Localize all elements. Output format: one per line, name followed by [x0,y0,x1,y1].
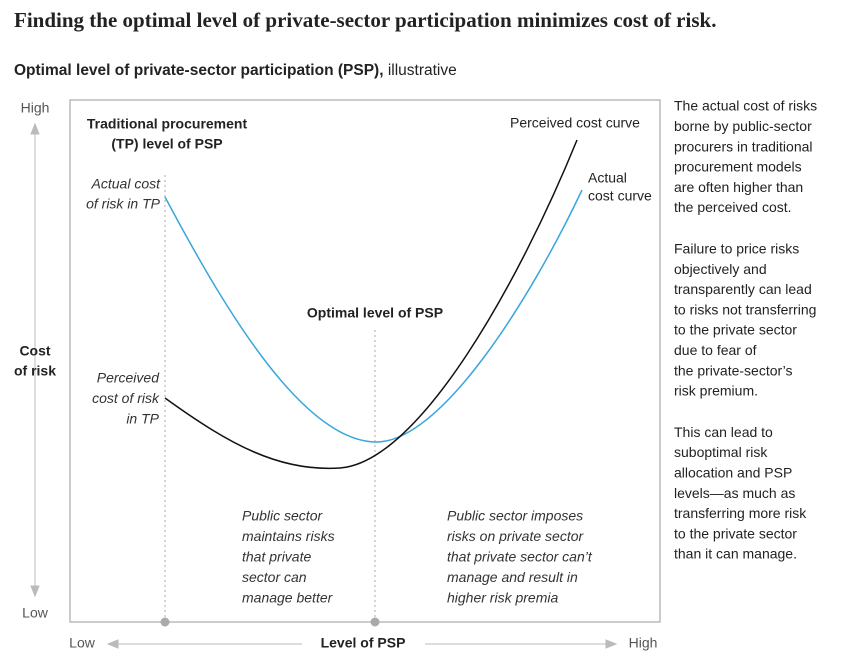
side-note: objectively and [674,261,767,277]
right-zone-note: higher risk premia [447,590,558,606]
left-zone-note: that private [242,549,311,565]
perceived-tp-label: Perceived [97,370,160,386]
y-label: Cost [19,343,50,359]
y-label: of risk [14,363,56,379]
left-zone-note: maintains risks [242,528,335,544]
perceived-tp-label: cost of risk [92,390,160,406]
actual-curve-label: Actual [588,170,627,186]
actual-curve [164,189,583,443]
tp-level-label: Traditional procurement [87,116,248,132]
perceived-curve [164,139,578,470]
side-note: procurers in traditional [674,138,813,154]
left-zone-note: Public sector [242,508,323,524]
side-note: suboptimal risk [674,444,768,460]
side-note: the private-sector’s [674,362,793,378]
tp-level-label: (TP) level of PSP [111,136,222,152]
subtitle: Optimal level of private-sector particip… [14,62,457,79]
x-high: High [629,635,658,651]
actual-tp-label: Actual cost [91,176,162,192]
actual-curve-label: cost curve [588,188,652,204]
side-note: transparently can lead [674,281,812,297]
side-note: borne by public-sector [674,118,812,134]
side-note: The actual cost of risks [674,98,817,114]
left-zone-note: sector can [242,569,307,585]
side-note: Failure to price risks [674,241,799,257]
perceived-tp-label: in TP [126,411,159,427]
side-note: risk premium. [674,383,758,399]
side-note: are often higher than [674,179,803,195]
y-low: Low [22,605,49,621]
side-note: levels—as much as [674,485,795,501]
right-zone-note: manage and result in [447,569,578,585]
right-zone-note: Public sector imposes [447,508,583,524]
right-zone-note: risks on private sector [447,528,584,544]
side-note: to the private sector [674,322,797,338]
side-note: transferring more risk [674,505,807,521]
side-note: procurement models [674,159,802,175]
right-zone-note: that private sector can’t [447,549,593,565]
side-note: the perceived cost. [674,199,792,215]
subtitle-rest: illustrative [388,62,457,79]
side-note: to the private sector [674,525,797,541]
side-note: allocation and PSP [674,465,792,481]
side-note: This can lead to [674,424,773,440]
actual-tp-label: of risk in TP [86,196,161,212]
subtitle-bold: Optimal level of private-sector particip… [14,62,384,79]
side-note: due to fear of [674,342,757,358]
optimal-dot [370,617,380,627]
plot-frame [69,99,661,623]
y-high: High [21,100,50,116]
tp-dot [160,617,170,627]
guides [164,175,376,622]
optimal-label: Optimal level of PSP [307,305,443,321]
x-low: Low [69,635,96,651]
axis-arrows [30,122,618,649]
x-label: Level of PSP [321,635,406,651]
side-note: to risks not transferring [674,301,816,317]
perceived-curve-label: Perceived cost curve [510,115,640,131]
side-note: than it can manage. [674,546,797,562]
title: Finding the optimal level of private-sec… [14,8,716,32]
left-zone-note: manage better [242,590,334,606]
